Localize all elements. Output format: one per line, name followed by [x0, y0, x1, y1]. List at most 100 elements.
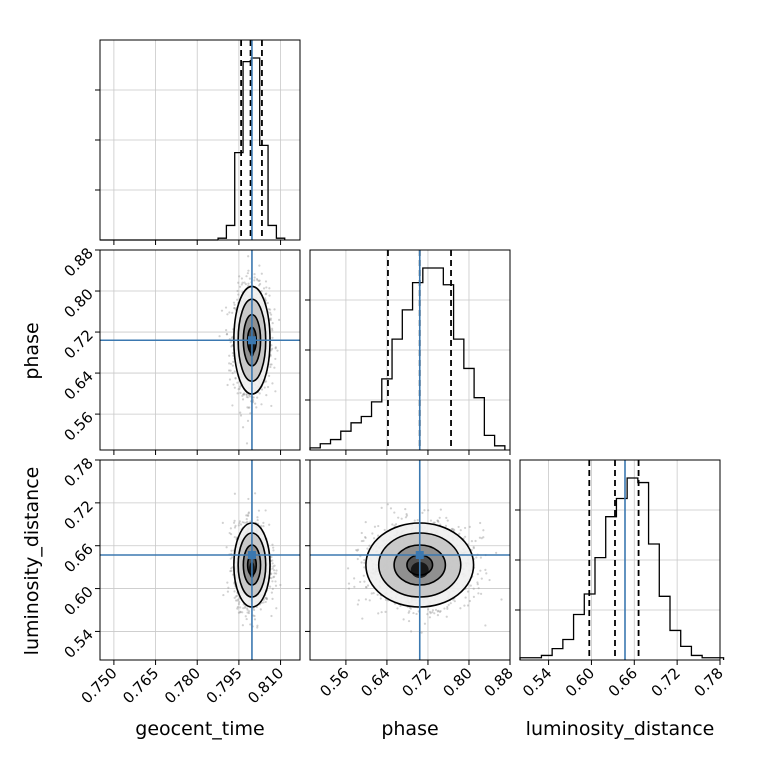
sample-point — [464, 596, 467, 599]
sample-point — [247, 511, 251, 514]
x-tick-label-geocent_time: 0.765 — [119, 664, 162, 707]
sample-point — [271, 580, 274, 583]
sample-point — [237, 281, 240, 284]
sample-point — [472, 595, 475, 598]
sample-point — [239, 606, 242, 609]
sample-point — [270, 349, 273, 352]
sample-point — [226, 581, 229, 584]
sample-point — [384, 598, 388, 601]
sample-point — [247, 497, 250, 501]
sample-point — [433, 521, 436, 524]
sample-point — [242, 607, 245, 610]
sample-point — [272, 576, 275, 579]
sample-point — [233, 386, 236, 389]
sample-point — [484, 624, 487, 627]
sample-point — [232, 360, 235, 364]
sample-point — [271, 587, 274, 590]
sample-point — [459, 607, 462, 610]
sample-point — [236, 606, 239, 609]
x-tick-label-luminosity_distance: 0.60 — [562, 664, 598, 700]
sample-point — [240, 277, 244, 280]
sample-point — [265, 286, 268, 289]
y-tick-label-phase: 0.88 — [60, 244, 96, 280]
sample-point — [253, 273, 256, 276]
sample-point — [264, 380, 268, 383]
sample-point — [270, 555, 273, 559]
sample-point — [260, 290, 263, 293]
sample-point — [370, 592, 373, 595]
sample-point — [226, 313, 229, 316]
sample-point — [269, 319, 272, 322]
sample-point — [262, 524, 265, 528]
sample-point — [270, 614, 273, 618]
truth-marker — [247, 551, 256, 559]
sample-point — [231, 404, 234, 407]
sample-point — [368, 544, 371, 547]
sample-point — [262, 521, 265, 525]
sample-point — [270, 404, 273, 408]
sample-point — [271, 559, 274, 562]
sample-point — [259, 608, 262, 611]
sample-point — [268, 308, 272, 311]
sample-point — [359, 580, 362, 584]
sample-point — [252, 614, 255, 617]
sample-point — [249, 520, 252, 523]
histogram-panel-phase — [305, 250, 510, 450]
sample-point — [480, 537, 483, 540]
sample-point — [233, 596, 236, 599]
x-axis-label-phase: phase — [381, 718, 438, 740]
sample-point — [233, 370, 236, 373]
x-tick-label-phase: 0.64 — [357, 664, 393, 700]
sample-point — [479, 556, 483, 559]
sample-point — [241, 521, 244, 524]
sample-point — [404, 516, 408, 519]
sample-point — [238, 520, 241, 523]
sample-point — [279, 583, 282, 587]
sample-point — [453, 529, 456, 532]
sample-point — [386, 503, 389, 506]
sample-point — [237, 293, 240, 296]
sample-point — [246, 520, 249, 523]
sample-point — [243, 392, 246, 395]
sample-point — [247, 512, 250, 515]
sample-point — [233, 492, 236, 495]
sample-point — [347, 582, 351, 585]
scatter-panel-geocent_time-luminosity_distance — [100, 460, 300, 660]
sample-point — [233, 519, 236, 522]
scatter-panel-geocent_time-phase — [100, 250, 300, 450]
sample-point — [271, 327, 274, 330]
sample-point — [472, 546, 475, 549]
sample-point — [476, 573, 479, 576]
sample-point — [264, 600, 267, 604]
sample-point — [377, 612, 380, 615]
sample-point — [229, 527, 232, 530]
sample-point — [241, 624, 244, 627]
sample-point — [468, 525, 471, 528]
sample-point — [238, 285, 242, 288]
histogram-step-phase — [309, 267, 506, 450]
sample-point — [229, 369, 232, 372]
sample-point — [265, 598, 268, 601]
sample-point — [228, 531, 231, 535]
sample-point — [485, 572, 488, 575]
sample-point — [259, 282, 262, 286]
sample-point — [269, 311, 272, 314]
sample-point — [399, 604, 402, 608]
sample-point — [431, 609, 435, 612]
sample-point — [426, 613, 429, 616]
sample-point — [266, 301, 269, 305]
sample-point — [256, 396, 259, 399]
sample-point — [264, 299, 267, 302]
sample-point — [245, 395, 248, 399]
sample-point — [271, 347, 274, 351]
sample-point — [269, 317, 273, 320]
sample-point — [238, 601, 241, 604]
sample-point — [409, 607, 412, 610]
sample-point — [237, 598, 240, 601]
sample-point — [241, 611, 244, 614]
sample-point — [443, 607, 446, 610]
sample-point — [274, 347, 277, 350]
sample-point — [271, 543, 274, 546]
sample-point — [222, 593, 225, 597]
